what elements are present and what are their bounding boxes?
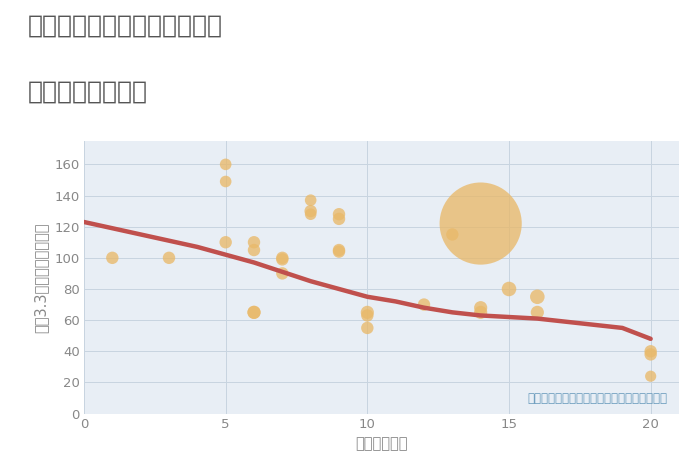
Point [106, 254, 118, 262]
Point [248, 309, 260, 316]
Point [645, 347, 657, 355]
Point [475, 309, 486, 316]
Point [220, 161, 231, 168]
Text: 神奈川県横浜市南区高砂町の: 神奈川県横浜市南区高砂町の [28, 14, 223, 38]
Text: 円の大きさは、取引のあった物件面積を示す: 円の大きさは、取引のあった物件面積を示す [527, 392, 667, 406]
Point [645, 372, 657, 380]
Point [419, 301, 430, 308]
Y-axis label: 坪（3.3㎡）単価（万円）: 坪（3.3㎡）単価（万円） [34, 222, 49, 333]
Point [532, 293, 543, 300]
Point [362, 312, 373, 319]
X-axis label: 駅距離（分）: 駅距離（分） [355, 436, 407, 451]
Point [333, 246, 344, 254]
Point [362, 324, 373, 332]
Point [532, 309, 543, 316]
Point [475, 304, 486, 312]
Point [305, 207, 316, 215]
Point [163, 254, 174, 262]
Point [362, 309, 373, 316]
Point [645, 351, 657, 358]
Point [503, 285, 514, 293]
Point [447, 231, 458, 238]
Point [248, 246, 260, 254]
Point [248, 309, 260, 316]
Point [248, 238, 260, 246]
Point [475, 220, 486, 227]
Point [276, 270, 288, 277]
Point [305, 211, 316, 218]
Point [276, 256, 288, 263]
Point [305, 196, 316, 204]
Point [220, 238, 231, 246]
Text: 駅距離別土地価格: 駅距離別土地価格 [28, 80, 148, 104]
Point [333, 215, 344, 223]
Point [333, 211, 344, 218]
Point [333, 248, 344, 255]
Point [220, 178, 231, 185]
Point [276, 254, 288, 262]
